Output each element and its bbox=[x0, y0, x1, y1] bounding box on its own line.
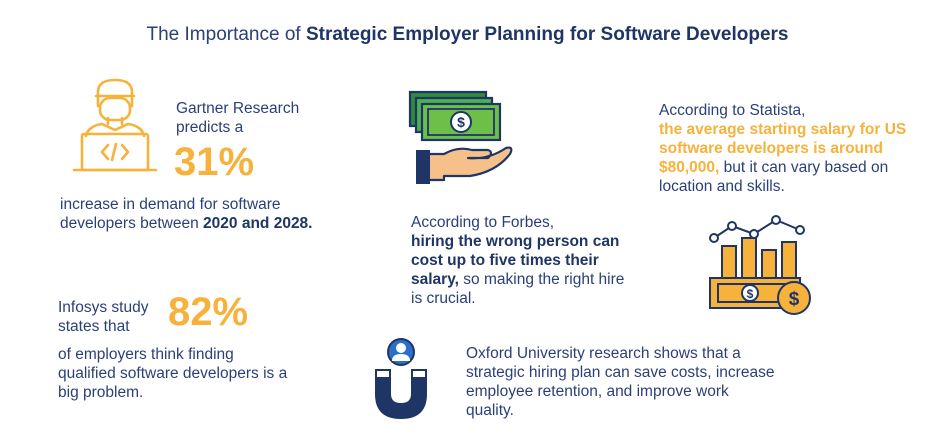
magnet-user-icon bbox=[372, 336, 430, 422]
title-emphasis: Strategic Employer Planning for Software… bbox=[305, 24, 789, 45]
statista-suffix: but it can vary based on location and sk… bbox=[659, 159, 889, 195]
title-prefix: The Importance of bbox=[146, 24, 306, 45]
money-hand-icon: $ bbox=[404, 88, 516, 188]
infosys-description: of employers think finding qualified sof… bbox=[58, 346, 288, 401]
page-title: The Importance of Strategic Employer Pla… bbox=[0, 24, 935, 46]
statista-emphasis: the average starting salary for US softw… bbox=[659, 121, 907, 176]
forbes-intro: According to Forbes, bbox=[411, 214, 555, 231]
oxford-block: Oxford University research shows that a … bbox=[466, 345, 775, 419]
infosys-stat: 82% bbox=[168, 290, 249, 334]
gartner-line1: Gartner Research bbox=[176, 100, 300, 117]
infosys-intro: Infosys study states that bbox=[58, 298, 148, 336]
svg-text:$: $ bbox=[457, 114, 465, 130]
statista-intro: According to Statista, bbox=[659, 102, 806, 119]
forbes-suffix: so making the right hire is crucial. bbox=[411, 271, 625, 307]
forbes-emphasis: hiring the wrong person can cost up to f… bbox=[411, 233, 620, 288]
gartner-description: increase in demand for software develope… bbox=[60, 195, 360, 233]
infosys-line1: Infosys study bbox=[58, 299, 149, 316]
salary-chart-icon: $ $ bbox=[706, 212, 816, 316]
svg-text:$: $ bbox=[747, 287, 754, 301]
developer-laptop-icon bbox=[72, 74, 158, 178]
gartner-stat: 31% bbox=[174, 140, 255, 184]
gartner-line2: predicts a bbox=[176, 119, 244, 136]
statista-block: According to Statista, the average start… bbox=[659, 101, 915, 196]
gartner-intro: Gartner Research predicts a bbox=[176, 99, 299, 137]
gartner-desc-prefix: increase in demand for software develope… bbox=[60, 196, 281, 232]
infosys-line2: states that bbox=[58, 318, 130, 335]
svg-text:$: $ bbox=[789, 289, 800, 310]
forbes-block: According to Forbes, hiring the wrong pe… bbox=[411, 213, 631, 308]
gartner-desc-years: 2020 and 2028. bbox=[203, 215, 313, 232]
